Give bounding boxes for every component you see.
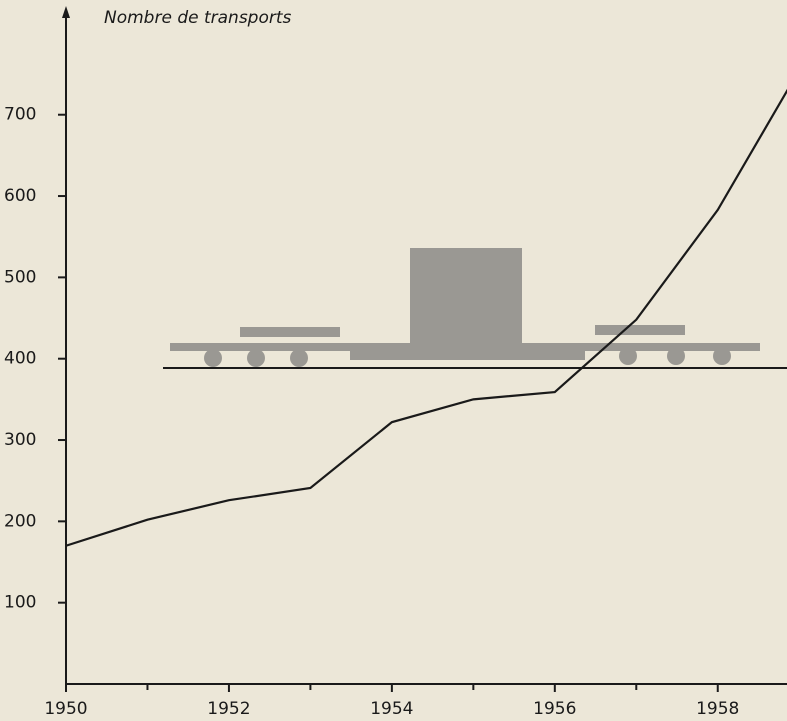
wagon-illustration <box>163 248 787 368</box>
chart: Nombre de transports 100 200 300 400 500 600 7… <box>0 0 787 721</box>
x-tick-label: 1950 <box>44 699 87 719</box>
x-tick-label: 1958 <box>696 699 739 719</box>
y-tick-label: 700 <box>4 105 36 125</box>
chart-title: Nombre de transports <box>104 8 292 28</box>
y-axis-arrow <box>62 6 70 18</box>
y-tick-label: 200 <box>4 511 36 531</box>
y-tick-label: 600 <box>4 186 36 206</box>
x-tick-label: 1954 <box>370 699 413 719</box>
x-tick-label: 1956 <box>533 699 576 719</box>
y-tick-label: 400 <box>4 349 36 369</box>
y-tick-label: 300 <box>4 430 36 450</box>
y-tick-label: 500 <box>4 267 36 287</box>
x-tick-label: 1952 <box>207 699 250 719</box>
y-tick-label: 100 <box>4 593 36 613</box>
